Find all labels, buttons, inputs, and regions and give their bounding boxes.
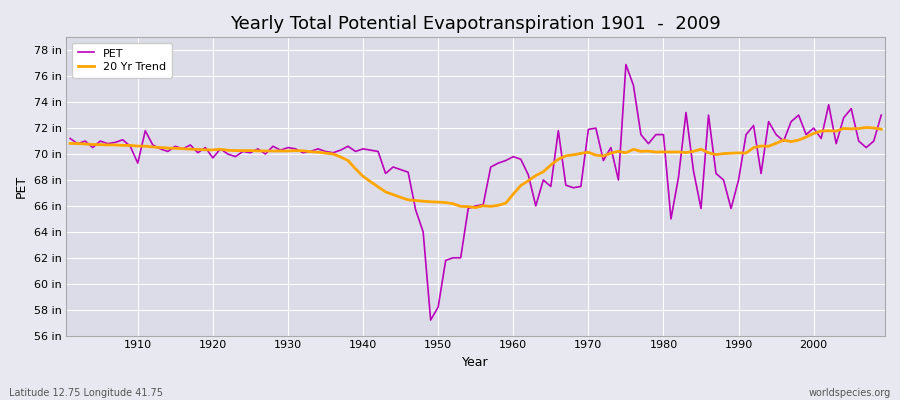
PET — [876, 113, 886, 118]
Line: 20 Yr Trend: 20 Yr Trend — [70, 128, 881, 208]
Legend: PET, 20 Yr Trend: PET, 20 Yr Trend — [72, 43, 172, 78]
Title: Yearly Total Potential Evapotranspiration 1901  -  2009: Yearly Total Potential Evapotranspiratio… — [230, 15, 721, 33]
20 Yr Trend — [876, 127, 886, 132]
PET — [290, 146, 301, 151]
Line: PET: PET — [70, 64, 881, 320]
PET — [516, 157, 526, 162]
PET — [125, 144, 136, 149]
Text: Latitude 12.75 Longitude 41.75: Latitude 12.75 Longitude 41.75 — [9, 388, 163, 398]
20 Yr Trend — [125, 143, 136, 148]
PET — [425, 318, 436, 322]
PET — [620, 62, 631, 67]
Text: worldspecies.org: worldspecies.org — [809, 388, 891, 398]
20 Yr Trend — [860, 125, 871, 130]
20 Yr Trend — [335, 154, 346, 159]
20 Yr Trend — [606, 151, 616, 156]
Y-axis label: PET: PET — [15, 175, 28, 198]
PET — [508, 154, 518, 159]
PET — [335, 148, 346, 152]
20 Yr Trend — [290, 148, 301, 153]
20 Yr Trend — [508, 192, 518, 196]
PET — [606, 145, 616, 150]
PET — [65, 136, 76, 141]
20 Yr Trend — [516, 183, 526, 188]
20 Yr Trend — [65, 141, 76, 146]
X-axis label: Year: Year — [463, 356, 489, 369]
20 Yr Trend — [471, 205, 482, 210]
